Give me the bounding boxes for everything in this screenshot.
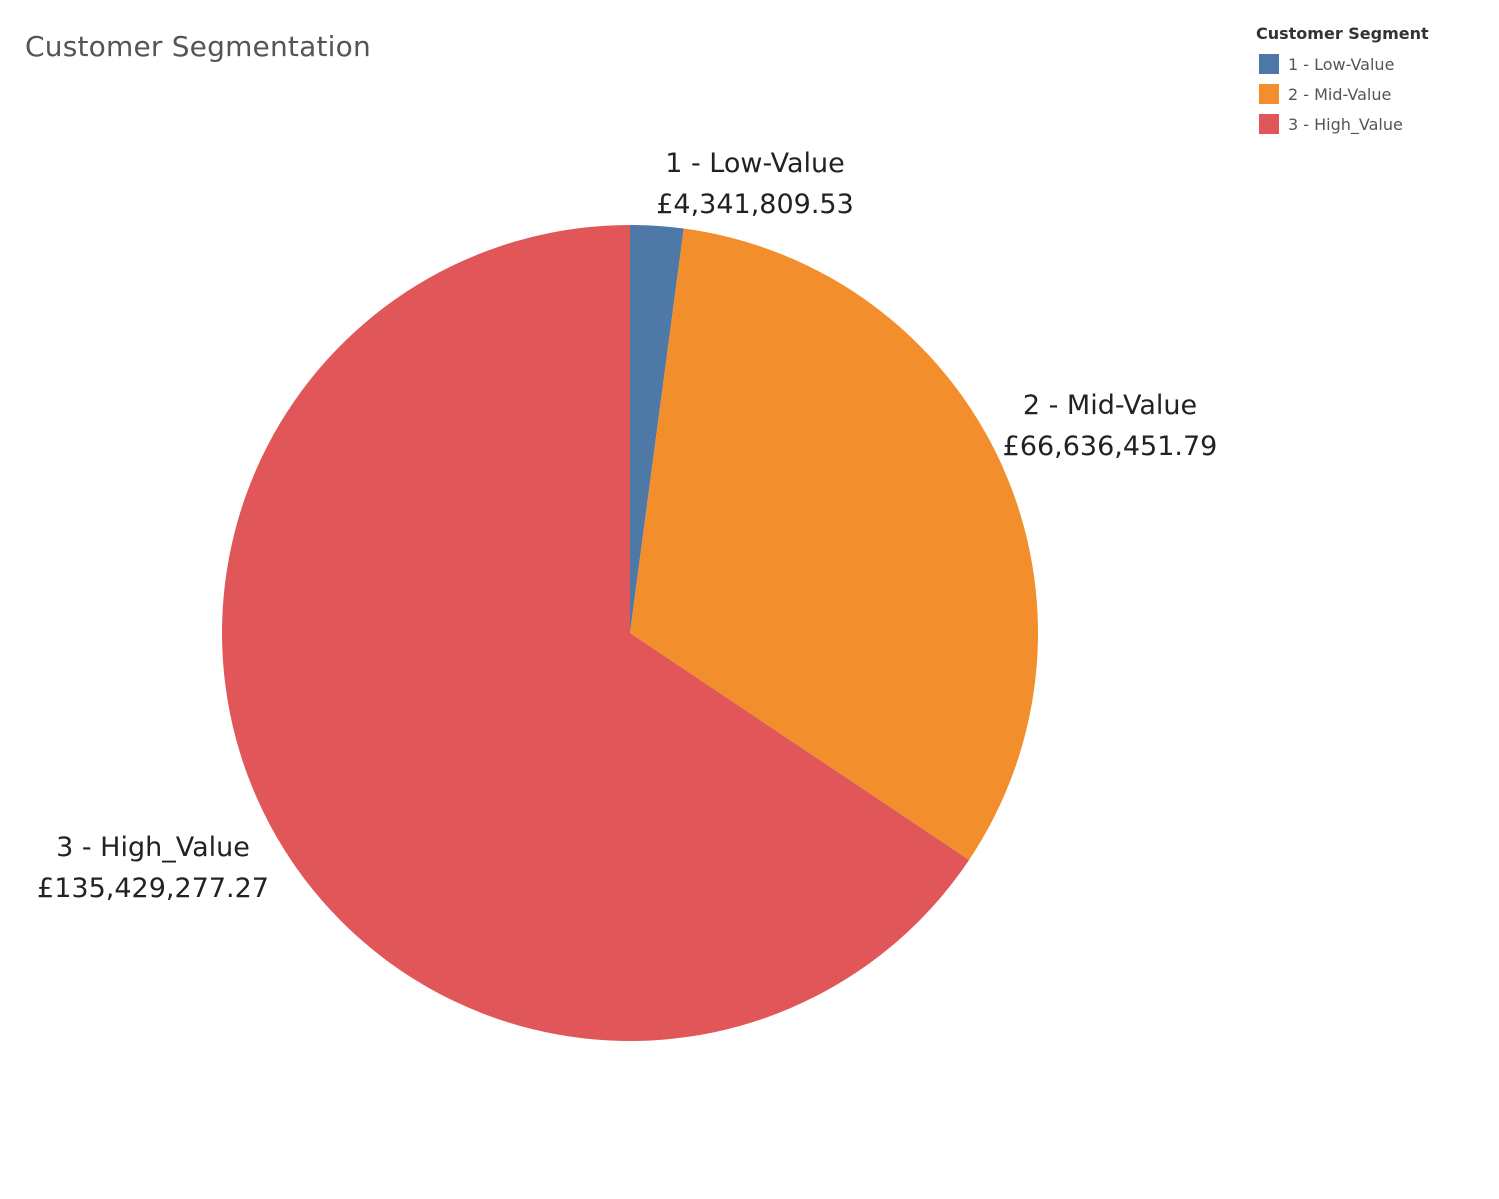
legend-label-low-value: 1 - Low-Value xyxy=(1288,54,1395,74)
legend-item-mid-value[interactable]: 2 - Mid-Value xyxy=(1256,79,1486,109)
slice-label-value-mid-value: £66,636,451.79 xyxy=(1003,431,1218,462)
legend-swatch-high-value xyxy=(1259,114,1279,134)
slice-label-name-low-value: 1 - Low-Value xyxy=(665,148,845,179)
legend-item-high-value[interactable]: 3 - High_Value xyxy=(1256,109,1486,139)
pie-slice-low-value[interactable] xyxy=(630,225,684,633)
pie-slices xyxy=(222,225,1038,1041)
legend-swatch-mid-value xyxy=(1259,84,1279,104)
slice-label-name-mid-value: 2 - Mid-Value xyxy=(1023,390,1197,421)
chart-title: Customer Segmentation xyxy=(25,30,371,63)
legend: Customer Segment 1 - Low-Value 2 - Mid-V… xyxy=(1256,24,1486,139)
legend-label-high-value: 3 - High_Value xyxy=(1288,114,1403,134)
legend-item-low-value[interactable]: 1 - Low-Value xyxy=(1256,49,1486,79)
legend-title: Customer Segment xyxy=(1256,24,1429,43)
pie-slice-mid-value[interactable] xyxy=(630,228,1038,860)
pie-slice-high-value[interactable] xyxy=(222,225,970,1041)
slice-label-name-high-value: 3 - High_Value xyxy=(56,832,250,863)
pie-labels: 1 - Low-Value £4,341,809.53 2 - Mid-Value £… xyxy=(37,148,1217,904)
legend-label-mid-value: 2 - Mid-Value xyxy=(1288,84,1392,104)
slice-label-value-high-value: £135,429,277.27 xyxy=(37,873,269,904)
legend-swatch-low-value xyxy=(1259,54,1279,74)
slice-label-value-low-value: £4,341,809.53 xyxy=(656,189,854,220)
